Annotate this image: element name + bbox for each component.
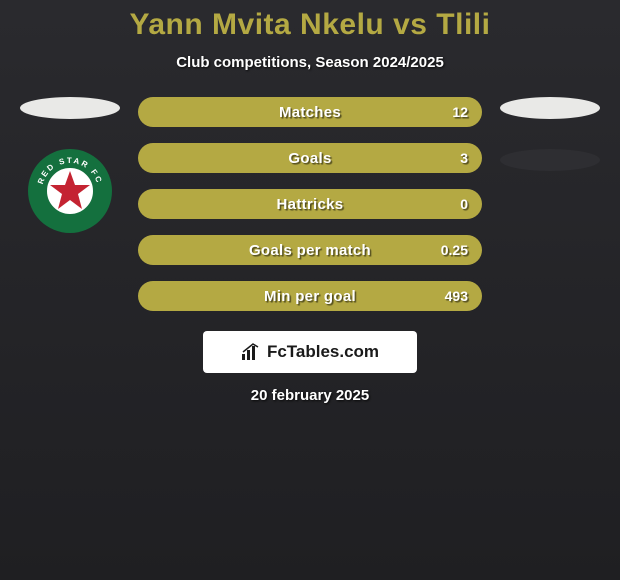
comparison-card: Yann Mvita Nkelu vs Tlili Club competiti… xyxy=(0,0,620,580)
page-title: Yann Mvita Nkelu vs Tlili xyxy=(0,0,620,42)
date-text: 20 february 2025 xyxy=(0,387,620,404)
fctables-logo: FcTables.com xyxy=(203,331,417,373)
stat-bar-goals: Goals 3 xyxy=(138,143,482,173)
stat-label: Hattricks xyxy=(277,196,344,213)
stat-bar-min-per-goal: Min per goal 493 xyxy=(138,281,482,311)
left-club-badge: RED STAR FC 1897 xyxy=(28,149,112,233)
badge-inner xyxy=(44,165,96,217)
stat-bar-matches: Matches 12 xyxy=(138,97,482,127)
left-player-name-pill xyxy=(20,97,120,119)
subtitle: Club competitions, Season 2024/2025 xyxy=(0,54,620,71)
stat-value: 0.25 xyxy=(441,242,468,258)
main-row: RED STAR FC 1897 Matches 12 Go xyxy=(0,97,620,311)
chart-icon xyxy=(241,342,261,362)
stat-label: Min per goal xyxy=(264,288,356,305)
stat-value: 12 xyxy=(452,104,468,120)
right-player-name-pill xyxy=(500,97,600,119)
stat-label: Goals xyxy=(288,150,331,167)
left-player-col: RED STAR FC 1897 xyxy=(20,97,120,233)
stat-label: Matches xyxy=(279,104,341,121)
stat-bar-hattricks: Hattricks 0 xyxy=(138,189,482,219)
logo-text: FcTables.com xyxy=(267,342,379,362)
star-icon xyxy=(48,169,92,213)
stat-bar-goals-per-match: Goals per match 0.25 xyxy=(138,235,482,265)
stat-value: 3 xyxy=(460,150,468,166)
stat-bars: Matches 12 Goals 3 Hattricks 0 Goals per… xyxy=(138,97,482,311)
stat-value: 493 xyxy=(445,288,468,304)
right-player-club-pill xyxy=(500,149,600,171)
right-player-col xyxy=(500,97,600,171)
stat-label: Goals per match xyxy=(249,242,371,259)
stat-value: 0 xyxy=(460,196,468,212)
